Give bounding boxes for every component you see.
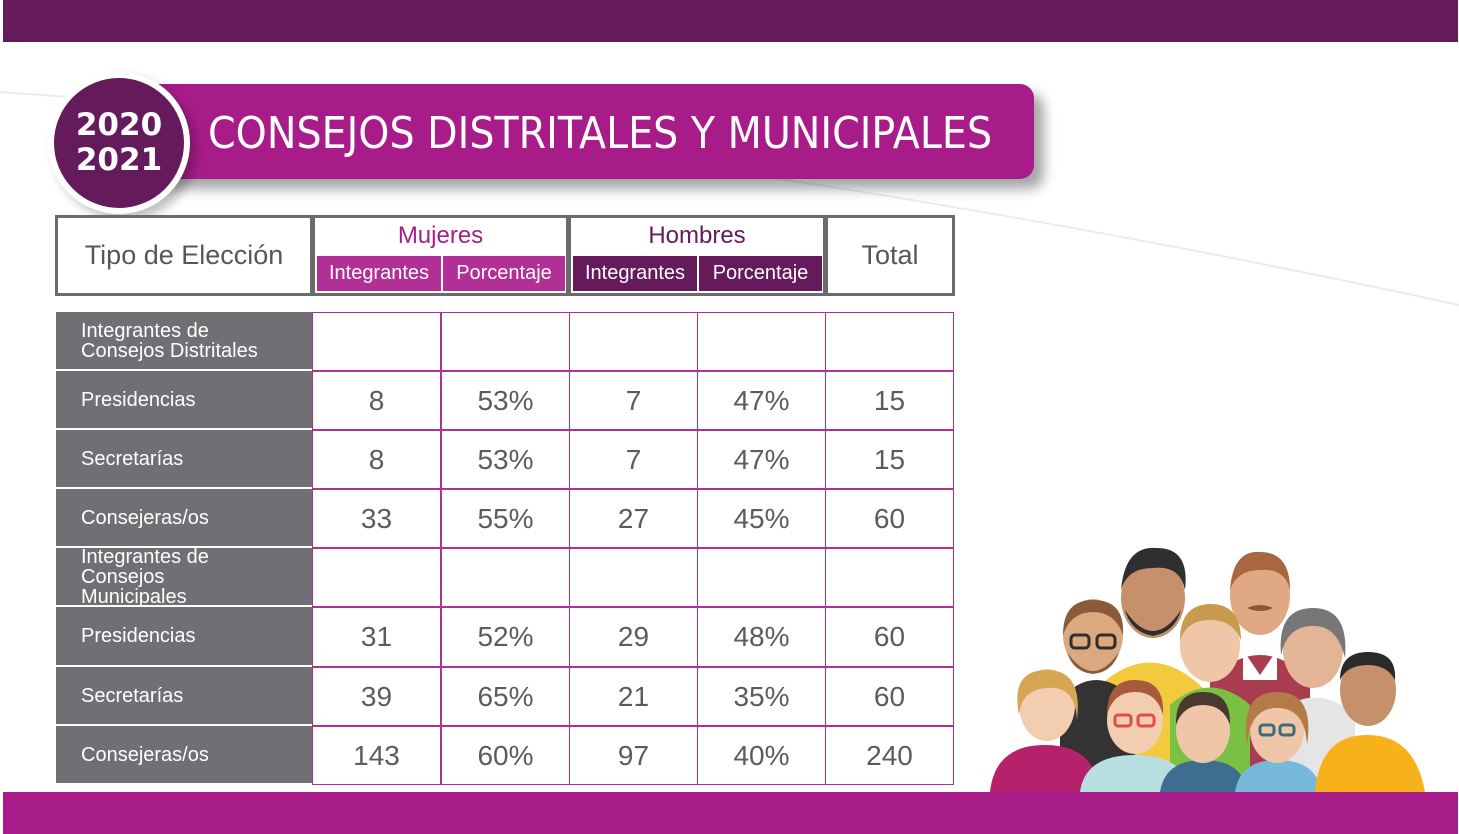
header-tipo-label: Tipo de Elección — [84, 240, 284, 270]
table-cell — [312, 312, 441, 371]
table-cell: 8 — [312, 430, 441, 489]
table-cell: 15 — [825, 430, 954, 489]
table-cell — [697, 312, 826, 371]
row-label: Presidencias — [56, 371, 312, 430]
table-cell — [569, 312, 698, 371]
header-tipo: Tipo de Elección — [55, 215, 313, 296]
table-cell: 45% — [697, 489, 826, 548]
table-cell: 7 — [569, 371, 698, 430]
table-cell: 53% — [441, 430, 570, 489]
header-hombres-label: Hombres — [648, 222, 746, 249]
table-cell: 39 — [312, 667, 441, 726]
row-label: Integrantes de Consejos Municipales — [56, 547, 312, 607]
bottom-bar — [3, 792, 1458, 834]
table-cell — [441, 548, 570, 607]
table-cell: 15 — [825, 371, 954, 430]
table-cell: 65% — [441, 667, 570, 726]
table-cell — [825, 548, 954, 607]
person-front-3 — [1160, 692, 1247, 792]
page-title: CONSEJOS DISTRITALES Y MUNICIPALES — [208, 108, 993, 159]
row-label: Secretarías — [56, 430, 312, 489]
person-front-4 — [1235, 692, 1321, 792]
table-cell: 52% — [441, 607, 570, 667]
table-cell: 35% — [697, 667, 826, 726]
table-cell — [825, 312, 954, 371]
row-label: Presidencias — [56, 607, 312, 667]
header-mujeres-label: Mujeres — [397, 222, 484, 249]
table-cell: 27 — [569, 489, 698, 548]
title-banner — [120, 84, 1034, 179]
row-label: Consejeras/os — [56, 489, 312, 548]
table-cell — [312, 548, 441, 607]
table-cell: 60 — [825, 607, 954, 667]
header-hombres-integrantes: Integrantes — [573, 256, 697, 291]
group-of-people-illustration — [990, 547, 1425, 792]
table-cell: 29 — [569, 607, 698, 667]
table-cell — [569, 548, 698, 607]
table-cell: 97 — [569, 726, 698, 785]
header-total-label: Total — [861, 240, 919, 270]
year-line-2: 2021 — [75, 142, 163, 178]
table-cell — [697, 548, 826, 607]
table-cell: 33 — [312, 489, 441, 548]
table-cell: 143 — [312, 726, 441, 785]
row-label: Secretarías — [56, 667, 312, 726]
table-cell: 240 — [825, 726, 954, 785]
header-mujeres: Mujeres Integrantes Porcentaje — [312, 215, 569, 296]
table-cell: 60 — [825, 489, 954, 548]
row-label: Consejeras/os — [56, 726, 312, 785]
table-cell: 31 — [312, 607, 441, 667]
table-cell: 7 — [569, 430, 698, 489]
table-cell: 53% — [441, 371, 570, 430]
table-cell: 40% — [697, 726, 826, 785]
header-total: Total — [825, 215, 955, 296]
table-cell: 60% — [441, 726, 570, 785]
header-mujeres-integrantes: Integrantes — [317, 256, 441, 291]
top-bar — [3, 0, 1458, 42]
row-label: Integrantes de Consejos Distritales — [56, 312, 312, 371]
person-front-1 — [990, 669, 1100, 792]
year-badge: 2020 2021 — [48, 72, 190, 214]
year-line-1: 2020 — [75, 107, 163, 143]
table-cell: 48% — [697, 607, 826, 667]
person-front-5 — [1315, 652, 1425, 792]
table-cell: 47% — [697, 371, 826, 430]
header-mujeres-porcentaje: Porcentaje — [443, 256, 565, 291]
table-cell: 47% — [697, 430, 826, 489]
table-cell: 8 — [312, 371, 441, 430]
table-cell — [441, 312, 570, 371]
table-cell: 21 — [569, 667, 698, 726]
table-cell: 60 — [825, 667, 954, 726]
table-cell: 55% — [441, 489, 570, 548]
header-hombres: Hombres Integrantes Porcentaje — [568, 215, 826, 296]
header-hombres-porcentaje: Porcentaje — [699, 256, 822, 291]
